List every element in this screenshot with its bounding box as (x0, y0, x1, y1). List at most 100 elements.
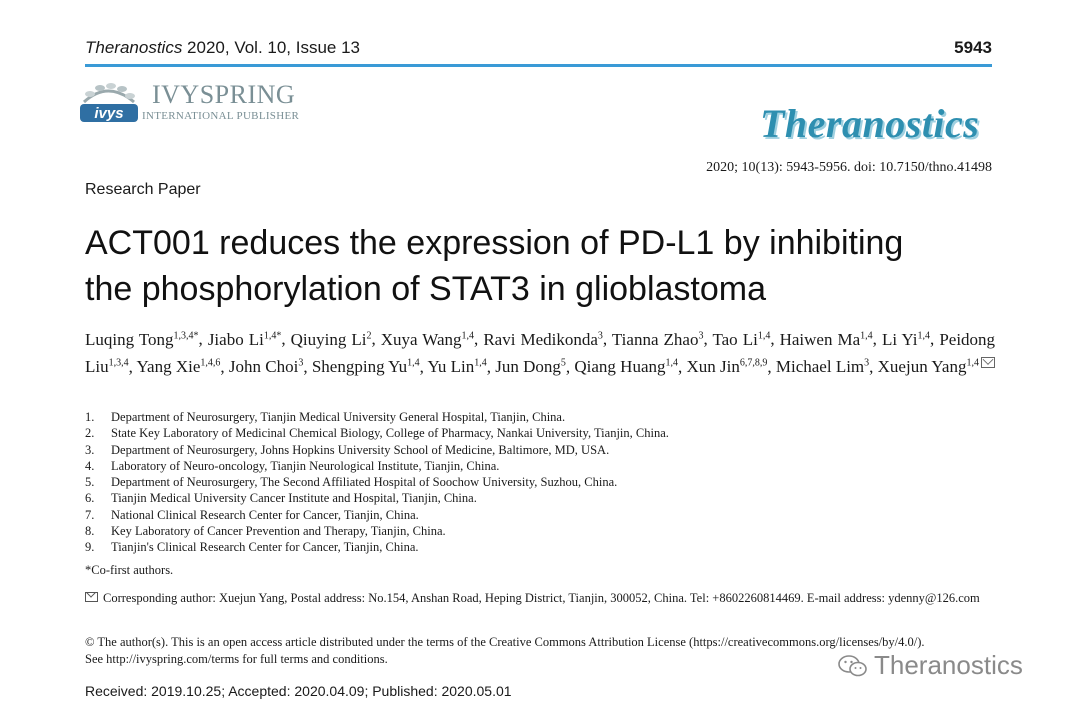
affiliation-number: 7. (85, 507, 95, 522)
author: Michael Lim3 (776, 357, 869, 376)
author-list: Luqing Tong1,3,4*, Jiabo Li1,4*, Qiuying… (85, 329, 996, 377)
author: John Choi3 (229, 357, 303, 376)
page-number: 5943 (954, 38, 992, 57)
affiliation-text: Department of Neurosurgery, Tianjin Medi… (111, 410, 566, 424)
author-name: Qiang Huang (574, 357, 666, 377)
author-affiliation-sup: 3 (597, 330, 603, 341)
journal-logo: Theranostics (760, 101, 980, 146)
affiliation-text: National Clinical Research Center for Ca… (111, 507, 419, 522)
author-name: Michael Lim (775, 357, 865, 377)
cofirst-note: *Co-first authors. (85, 563, 174, 577)
author: Yang Xie1,4,6 (136, 357, 220, 376)
author: Xuejun Yang1,4 (878, 357, 979, 376)
author-name: Li Yi (881, 329, 918, 349)
author: Tianna Zhao3 (612, 330, 704, 349)
affiliation-item: 6. Tianjin Medical University Cancer Inst… (85, 490, 669, 506)
author: Xun Jin6,7,8,9 (687, 357, 768, 376)
author-name: Luqing Tong (85, 329, 174, 349)
author: Jiabo Li1,4* (208, 330, 282, 349)
author: Haiwen Ma1,4 (780, 330, 873, 349)
affiliation-number: 1. (85, 410, 95, 424)
running-header: Theranostics 2020, Vol. 10, Issue 13 (85, 38, 360, 58)
envelope-icon (85, 592, 98, 602)
ivyspring-logo-text: ivys (94, 105, 123, 122)
affiliation-list: 1. Department of Neurosurgery, Tianjin Me… (85, 409, 669, 556)
author: Luqing Tong1,3,4* (85, 330, 199, 349)
affiliation-text: Laboratory of Neuro-oncology, Tianjin Ne… (111, 458, 500, 473)
publisher-subtitle: INTERNATIONAL PUBLISHER (142, 110, 300, 122)
title-line-1: ACT001 reduces the expression of PD-L1 b… (85, 224, 904, 262)
author-affiliation-sup: 1,4,6 (200, 357, 221, 369)
affiliation-item: 5. Department of Neurosurgery, The Second… (85, 474, 669, 490)
affiliation-number: 4. (85, 458, 95, 473)
author-name: Xuejun Yang (877, 357, 967, 377)
author-affiliation-sup: 1,3,4 (108, 357, 129, 369)
watermark: Theranostics (838, 650, 1023, 681)
author-name: Jiabo Li (207, 329, 264, 349)
author-name: John Choi (228, 357, 299, 377)
affiliation-number: 3. (85, 442, 95, 457)
license: © The author(s). This is an open access … (85, 634, 1015, 668)
author-affiliation-sup: 1,4* (263, 330, 282, 341)
affiliation-item: 2. State Key Laboratory of Medicinal Chem… (85, 425, 669, 441)
author-affiliation-sup: 3 (698, 330, 704, 341)
author-affiliation-sup: 1,4 (917, 330, 931, 341)
author-name: Tao Li (712, 329, 758, 349)
affiliation-item: 4. Laboratory of Neuro-oncology, Tianjin … (85, 458, 669, 474)
watermark-text: Theranostics (874, 650, 1023, 680)
affiliation-item: 9. Tianjin's Clinical Research Center for… (85, 539, 669, 555)
affiliation-number: 6. (85, 491, 95, 506)
publisher-name: IVYSPRING (152, 80, 296, 109)
author-affiliation-sup: 6,7,8,9 (739, 357, 768, 369)
journal-name: Theranostics (85, 38, 183, 57)
affiliation-text: Department of Neurosurgery, Johns Hopkin… (111, 442, 610, 457)
author-affiliation-sup: 1,4 (474, 357, 487, 369)
author-name: Yu Lin (427, 357, 475, 377)
author-affiliation-sup: 1,4 (665, 357, 679, 369)
author-name: Shengping Yu (311, 357, 408, 377)
author-affiliation-sup: 1,3,4* (173, 330, 199, 341)
author: Qiuying Li2 (291, 330, 372, 349)
article-type: Research Paper (85, 181, 201, 198)
affiliation-text: Tianjin Medical University Cancer Instit… (111, 491, 477, 506)
author: Qiang Huang1,4 (574, 357, 678, 376)
author: Ravi Medikonda3 (483, 330, 603, 349)
author-name: Jun Dong (495, 357, 561, 377)
author-affiliation-sup: 1,4 (461, 330, 475, 341)
author-name: Ravi Medikonda (483, 329, 598, 349)
affiliation-number: 5. (85, 475, 95, 490)
license-line-1: © The author(s). This is an open access … (85, 635, 925, 649)
author: Peidong Liu1,3,4 (85, 330, 995, 377)
affiliation-text: Department of Neurosurgery, The Second A… (111, 475, 618, 490)
corresponding-text: Corresponding author: Xuejun Yang, Posta… (103, 591, 980, 605)
author-affiliation-sup: 3 (298, 357, 304, 369)
citation: 2020; 10(13): 5943-5956. doi: 10.7150/th… (706, 160, 992, 175)
ivyspring-logo: ivys (80, 83, 138, 122)
affiliation-number: 9. (85, 540, 95, 555)
author: Shengping Yu1,4 (312, 357, 420, 376)
publication-dates: Received: 2019.10.25; Accepted: 2020.04.… (85, 683, 512, 699)
author-affiliation-sup: 1,4 (407, 357, 420, 369)
author-affiliation-sup: 3 (864, 357, 870, 369)
author-affiliation-sup: 1,4 (757, 330, 771, 341)
affiliation-text: State Key Laboratory of Medicinal Chemic… (111, 426, 669, 441)
header-rule (85, 64, 992, 67)
author-name: Xuya Wang (380, 329, 462, 349)
affiliation-number: 8. (85, 524, 95, 539)
author-name: Xun Jin (686, 357, 740, 377)
paper-title: ACT001 reduces the expression of PD-L1 b… (85, 220, 1015, 312)
author: Tao Li1,4 (712, 330, 770, 349)
author-name: Peidong Liu (85, 329, 996, 377)
author-affiliation-sup: 1,4 (966, 357, 979, 369)
corresponding-mail-icon (980, 357, 995, 369)
author-name: Haiwen Ma (779, 329, 861, 349)
author: Jun Dong5 (495, 357, 566, 376)
title-line-2: the phosphorylation of STAT3 in glioblas… (85, 270, 767, 308)
volume-info: 2020, Vol. 10, Issue 13 (182, 38, 361, 57)
author: Xuya Wang1,4 (381, 330, 474, 349)
author-affiliation-sup: 5 (560, 357, 566, 369)
corresponding-author: Corresponding author: Xuejun Yang, Posta… (85, 590, 992, 607)
affiliation-text: Tianjin's Clinical Research Center for C… (111, 540, 419, 555)
author-name: Tianna Zhao (611, 329, 699, 349)
author-affiliation-sup: 2 (366, 330, 372, 341)
